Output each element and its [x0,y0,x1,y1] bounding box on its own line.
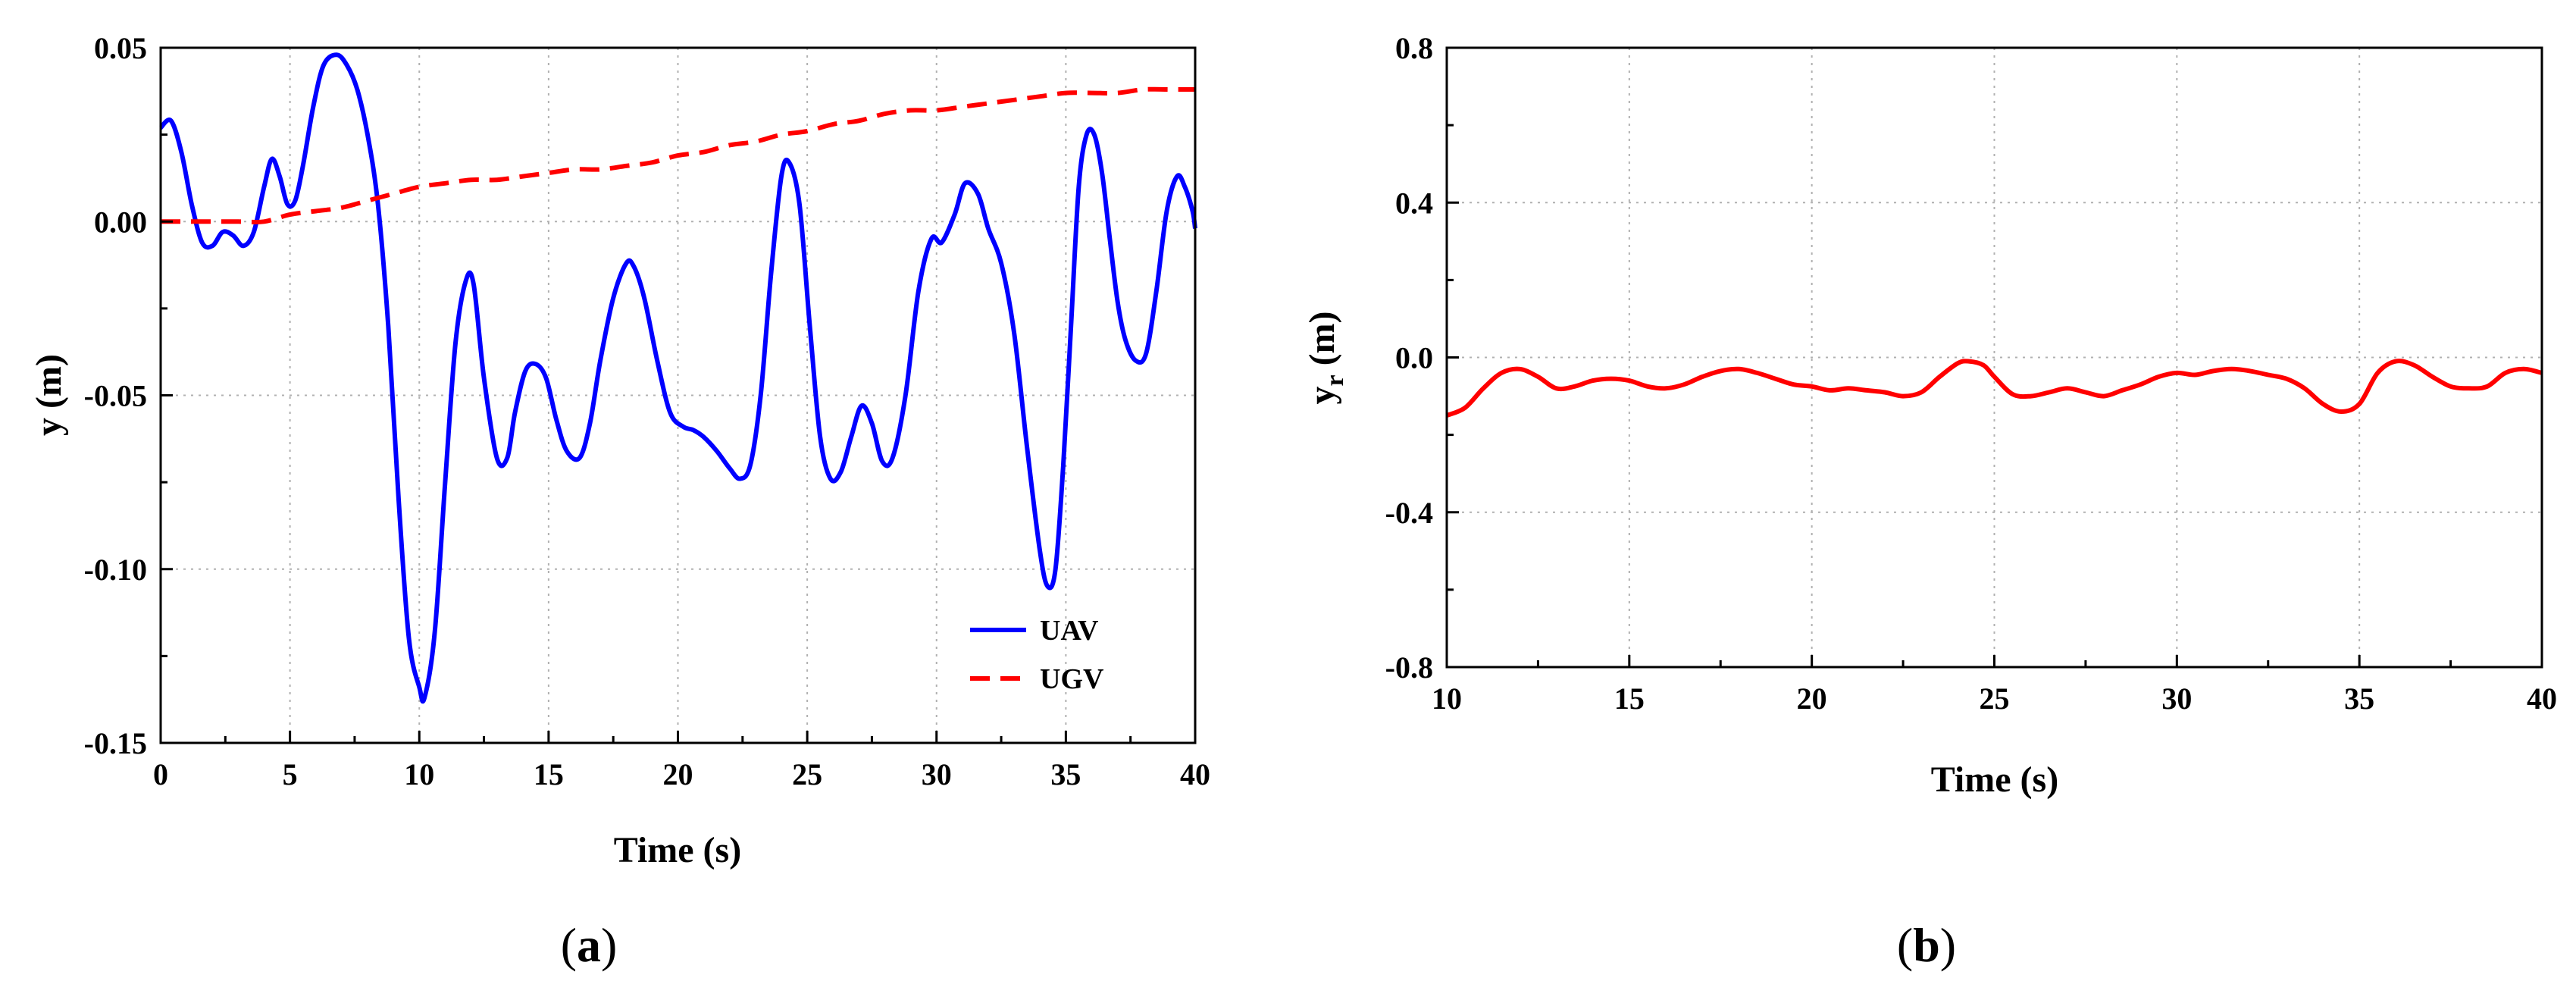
chart-b-ytick-label: 0.4 [1395,186,1433,220]
chart-a-grid [161,48,1195,743]
chart-a-series-ugv [161,86,1195,224]
chart-a-legend: UAV UGV [970,615,1104,695]
chart-b-xtick-label: 25 [1980,682,2010,716]
chart-a-caption-letter: a [577,918,601,972]
chart-b-xtick-label: 15 [1614,682,1645,716]
chart-a-series-uav [158,52,1197,704]
chart-b-ytick-label: 0.8 [1395,31,1433,65]
chart-b-caption: (b) [1897,918,1956,972]
chart-b-y-axis-title-unit: (m) [1302,311,1342,374]
chart-a-xtick-label: 30 [922,757,952,791]
chart-a-ytick-label: -0.15 [84,726,147,760]
chart-b-xtick-label: 20 [1797,682,1827,716]
chart-a-xtick-label: 10 [404,757,434,791]
chart-b-x-axis-title: Time (s) [1931,760,2058,800]
chart-a-xtick-label: 25 [792,757,822,791]
chart-a-y-axis-title: y (m) [29,354,69,436]
chart-b-caption-letter: b [1913,918,1940,972]
chart-a-xtick-label: 35 [1050,757,1081,791]
chart-a-ytick-label: -0.10 [84,553,147,587]
chart-a-ytick-label: 0.05 [94,31,147,65]
chart-b-ytick-label: -0.8 [1385,650,1433,685]
chart-a-x-axis-title: Time (s) [614,830,741,870]
chart-b-ticks: 10 15 20 25 30 35 40 -0.8 -0.4 0.0 0.4 0.8 [1385,31,2557,716]
chart-a-xtick-label: 40 [1180,757,1210,791]
chart-b-ytick-label: 0.0 [1395,341,1433,375]
chart-b-y-axis-title-sub: r [1321,374,1349,386]
chart-b-series-yr [1445,359,2543,418]
legend-label-ugv: UGV [1040,663,1104,695]
chart-a-ytick-label: 0.00 [94,205,147,239]
chart-b-xtick-label: 10 [1432,682,1462,716]
chart-a-caption: (a) [561,918,618,972]
chart-b-y-axis-title: yr (m) [1302,311,1349,404]
chart-b-xtick-label: 30 [2161,682,2192,716]
chart-a-xtick-label: 20 [663,757,693,791]
chart-b-ytick-label: -0.4 [1385,496,1433,530]
chart-b-series [1445,359,2543,418]
chart-b-xtick-label: 35 [2344,682,2374,716]
chart-a-xtick-label: 5 [283,757,298,791]
legend-label-uav: UAV [1040,615,1099,647]
chart-a-xtick-label: 15 [534,757,564,791]
chart-a-xtick-label: 0 [153,757,168,791]
chart-a-series [158,52,1197,704]
chart-a: 0 5 10 15 20 25 30 35 40-0.15-0.10-0.050.000.05 … [29,31,1210,972]
chart-a-ytick-label: -0.05 [84,379,147,413]
chart-b: 10 15 20 25 30 35 40 -0.8 -0.4 0.0 0.4 0.8 Time (s)… [1302,31,2557,972]
chart-b-xtick-label: 40 [2527,682,2557,716]
chart-b-y-axis-title-main: y [1302,387,1342,405]
chart-b-grid [1447,48,2542,667]
chart-a-ticks: 0 5 10 15 20 25 30 35 40 -0.15 -0.10 -0.05 0.00 0.05 [84,31,1210,791]
